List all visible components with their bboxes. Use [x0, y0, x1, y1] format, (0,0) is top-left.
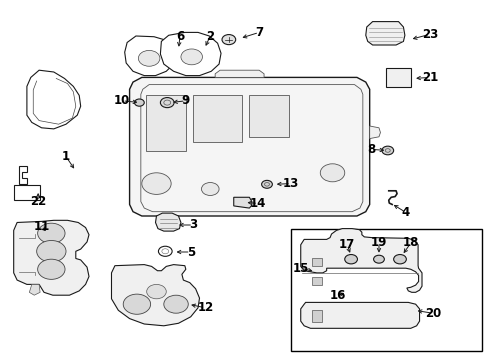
- Circle shape: [37, 240, 66, 262]
- Circle shape: [393, 255, 406, 264]
- Circle shape: [38, 223, 65, 243]
- Polygon shape: [155, 213, 181, 231]
- Polygon shape: [145, 95, 185, 151]
- Circle shape: [38, 259, 65, 279]
- Polygon shape: [124, 36, 175, 76]
- Text: 5: 5: [186, 246, 194, 258]
- Polygon shape: [369, 126, 380, 139]
- Text: 7: 7: [255, 26, 263, 39]
- Polygon shape: [160, 32, 221, 76]
- Polygon shape: [365, 22, 404, 45]
- Circle shape: [123, 294, 150, 314]
- Polygon shape: [27, 70, 81, 129]
- Text: 14: 14: [249, 197, 266, 210]
- Polygon shape: [311, 310, 321, 322]
- Text: 20: 20: [424, 307, 440, 320]
- Text: 3: 3: [189, 219, 197, 231]
- Circle shape: [181, 49, 202, 65]
- Text: 1: 1: [62, 150, 70, 163]
- Text: 8: 8: [367, 143, 375, 156]
- Circle shape: [163, 295, 188, 313]
- Text: 19: 19: [370, 237, 386, 249]
- Circle shape: [222, 35, 235, 45]
- Text: 10: 10: [114, 94, 130, 107]
- Polygon shape: [14, 220, 89, 295]
- Text: 21: 21: [421, 71, 438, 84]
- Polygon shape: [193, 95, 242, 142]
- Text: 18: 18: [402, 237, 418, 249]
- Circle shape: [373, 255, 384, 263]
- Polygon shape: [300, 302, 419, 328]
- Polygon shape: [311, 277, 321, 285]
- Polygon shape: [129, 77, 369, 216]
- Circle shape: [381, 146, 393, 155]
- Circle shape: [142, 173, 171, 194]
- Text: 4: 4: [401, 206, 409, 219]
- Circle shape: [261, 180, 272, 188]
- Text: 9: 9: [182, 94, 189, 107]
- Text: 12: 12: [197, 301, 213, 314]
- Polygon shape: [311, 258, 321, 266]
- Text: 17: 17: [338, 238, 355, 251]
- Circle shape: [146, 284, 166, 299]
- Circle shape: [160, 98, 174, 108]
- Text: 13: 13: [282, 177, 299, 190]
- Text: 2: 2: [206, 30, 214, 42]
- Text: 23: 23: [421, 28, 438, 41]
- Polygon shape: [386, 68, 410, 87]
- Bar: [290, 229, 481, 351]
- Text: 6: 6: [176, 30, 183, 42]
- Text: 16: 16: [328, 289, 345, 302]
- Polygon shape: [14, 185, 40, 200]
- Polygon shape: [19, 166, 27, 184]
- Circle shape: [138, 50, 160, 66]
- Circle shape: [134, 99, 144, 106]
- Text: 15: 15: [292, 262, 308, 275]
- Polygon shape: [300, 229, 421, 292]
- Text: 11: 11: [33, 220, 50, 233]
- Circle shape: [344, 255, 357, 264]
- Polygon shape: [111, 265, 199, 326]
- Text: 22: 22: [30, 195, 46, 208]
- Polygon shape: [249, 95, 288, 137]
- Circle shape: [320, 164, 344, 182]
- Polygon shape: [215, 70, 264, 77]
- Circle shape: [201, 183, 219, 195]
- Polygon shape: [29, 284, 40, 295]
- Polygon shape: [233, 197, 251, 208]
